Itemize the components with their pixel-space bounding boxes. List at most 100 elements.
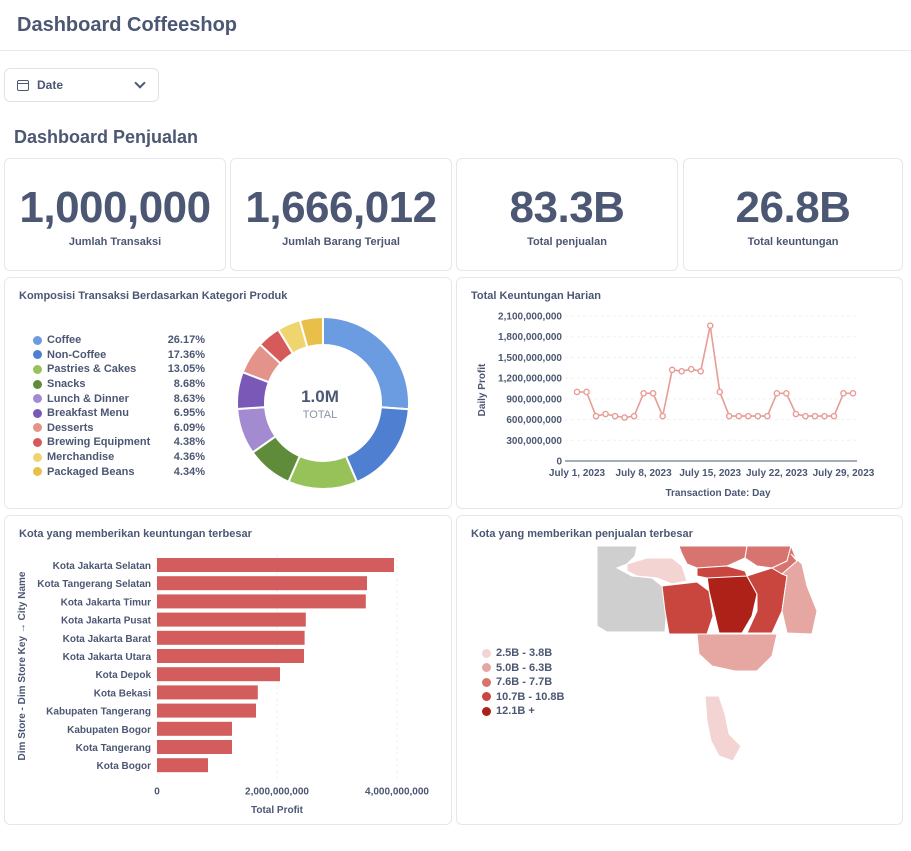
line-point[interactable] — [649, 390, 657, 397]
line-point[interactable] — [668, 366, 676, 374]
line-point[interactable] — [687, 365, 695, 373]
map-legend-item[interactable]: 10.7B - 10.8B — [482, 690, 564, 705]
bar[interactable] — [157, 576, 367, 591]
donut-legend-item[interactable]: Brewing Equipment 4.38% — [33, 435, 205, 450]
line-point[interactable] — [630, 412, 638, 420]
map-region-jakarta-pusat[interactable] — [696, 565, 748, 579]
kpi-card-total-profit[interactable]: 26.8B Total keuntungan — [683, 158, 903, 271]
line-point[interactable] — [840, 390, 847, 397]
map-region-bekasi[interactable] — [770, 544, 798, 575]
donut-legend-item[interactable]: Merchandise 4.36% — [33, 450, 205, 465]
bar[interactable] — [157, 594, 366, 609]
donut-legend-item[interactable]: Lunch & Dinner 8.63% — [33, 391, 205, 406]
line-point[interactable] — [573, 388, 581, 396]
bar[interactable] — [157, 558, 394, 572]
category-composition-card[interactable]: Komposisi Transaksi Berdasarkan Kategori… — [4, 277, 452, 509]
bar[interactable] — [157, 758, 208, 773]
donut-chart[interactable]: 1.0M TOTAL — [5, 278, 453, 510]
map-legend-item[interactable]: 5.0B - 6.3B — [482, 661, 564, 676]
y-tick-label: 600,000,000 — [506, 415, 562, 426]
line-point[interactable] — [640, 390, 647, 397]
daily-profit-card[interactable]: Total Keuntungan Harian 0 300,000,000 600,… — [456, 277, 903, 509]
city-profit-bar-chart[interactable]: Kota Jakarta Selatan Kota Tangerang Selat… — [5, 516, 453, 826]
daily-profit-line-chart[interactable]: 0 300,000,000 600,000,000 900,000,000 1,200,… — [457, 278, 904, 510]
x-axis-label: Total Profit — [251, 805, 304, 816]
line-point[interactable] — [602, 410, 609, 418]
line-point[interactable] — [754, 412, 762, 420]
date-filter-button[interactable]: Date — [4, 68, 159, 102]
donut-legend-item[interactable]: Pastries & Cakes 13.05% — [33, 362, 205, 377]
bar-category-label: Kota Bogor — [97, 761, 152, 772]
bar[interactable] — [157, 649, 304, 663]
donut-legend-item[interactable]: Breakfast Menu 6.95% — [33, 406, 205, 421]
bar[interactable] — [157, 630, 305, 645]
line-point[interactable] — [802, 412, 809, 420]
donut-legend-item[interactable]: Non-Coffee 17.36% — [33, 348, 205, 363]
line-point[interactable] — [659, 412, 666, 420]
kpi-label: Total keuntungan — [747, 236, 839, 248]
line-point[interactable] — [811, 412, 819, 420]
line-point[interactable] — [792, 410, 800, 418]
line-point[interactable] — [716, 388, 724, 396]
line-point[interactable] — [821, 412, 828, 420]
bar[interactable] — [157, 612, 306, 627]
map-legend-item[interactable]: 2.5B - 3.8B — [482, 646, 564, 661]
bar[interactable] — [157, 740, 232, 754]
donut-slice[interactable] — [298, 315, 324, 349]
bar[interactable] — [157, 667, 280, 682]
line-point[interactable] — [735, 412, 743, 420]
y-tick-label: 1,800,000,000 — [498, 332, 562, 343]
region-map[interactable] — [457, 516, 904, 826]
donut-slice[interactable] — [344, 406, 410, 484]
map-region-tangerang-selatan[interactable] — [661, 581, 714, 635]
city-profit-card[interactable]: Kota yang memberikan keuntungan terbesar… — [4, 515, 452, 825]
line-point[interactable] — [773, 390, 781, 397]
bar[interactable] — [157, 721, 232, 736]
map-legend-item[interactable]: 12.1B + — [482, 704, 564, 719]
map-region-kabupaten-bekasi[interactable] — [781, 553, 818, 635]
line-point[interactable] — [764, 412, 771, 420]
legend-value: 8.68% — [173, 378, 205, 391]
x-tick-label: July 29, 2023 — [813, 468, 875, 479]
map-region-depok[interactable] — [696, 633, 778, 672]
legend-label: Coffee — [47, 334, 82, 347]
x-axis-label: Transaction Date: Day — [665, 488, 770, 499]
map-legend-item[interactable]: 7.6B - 7.7B — [482, 675, 564, 690]
line-point[interactable] — [583, 388, 590, 396]
line-point[interactable] — [745, 412, 752, 420]
donut-legend-item[interactable]: Snacks 8.68% — [33, 377, 205, 392]
line-point[interactable] — [697, 367, 705, 375]
map-region-jakarta-selatan[interactable] — [706, 575, 758, 634]
line-point[interactable] — [706, 322, 714, 329]
line-point[interactable] — [611, 412, 619, 420]
line-point[interactable] — [678, 367, 685, 375]
bar[interactable] — [157, 703, 256, 718]
map-region-kabupaten-tangerang[interactable] — [678, 545, 748, 569]
donut-legend-item[interactable]: Desserts 6.09% — [33, 421, 205, 436]
line-point[interactable] — [725, 412, 733, 420]
map-region-kota-tangerang[interactable] — [626, 557, 688, 585]
legend-swatch — [33, 423, 42, 433]
legend-value: 17.36% — [167, 348, 205, 361]
city-sales-map-card[interactable]: Kota yang memberikan penjualan terbesar … — [456, 515, 903, 825]
donut-legend-item[interactable]: Packaged Beans 4.34% — [33, 464, 205, 479]
legend-swatch — [482, 706, 491, 716]
kpi-value: 26.8B — [735, 183, 851, 232]
kpi-card-items-sold[interactable]: 1,666,012 Jumlah Barang Terjual — [230, 158, 452, 271]
line-point[interactable] — [621, 414, 628, 421]
bar[interactable] — [157, 685, 258, 700]
line-point[interactable] — [783, 390, 790, 397]
card-title: Kota yang memberikan penjualan terbesar — [471, 528, 693, 540]
line-point[interactable] — [592, 412, 600, 420]
line-point[interactable] — [849, 390, 857, 397]
kpi-card-total-sales[interactable]: 83.3B Total penjualan — [456, 158, 678, 271]
line-point[interactable] — [830, 412, 838, 420]
donut-center-value: 1.0M — [301, 387, 339, 406]
donut-legend-item[interactable]: Coffee 26.17% — [33, 333, 205, 348]
legend-label: Breakfast Menu — [47, 407, 129, 420]
x-tick-label: July 22, 2023 — [746, 468, 808, 479]
donut-slice[interactable] — [287, 454, 359, 490]
y-tick-label: 300,000,000 — [506, 436, 562, 447]
kpi-card-transactions[interactable]: 1,000,000 Jumlah Transaksi — [4, 158, 226, 271]
map-region-kota-bogor[interactable] — [704, 695, 742, 762]
